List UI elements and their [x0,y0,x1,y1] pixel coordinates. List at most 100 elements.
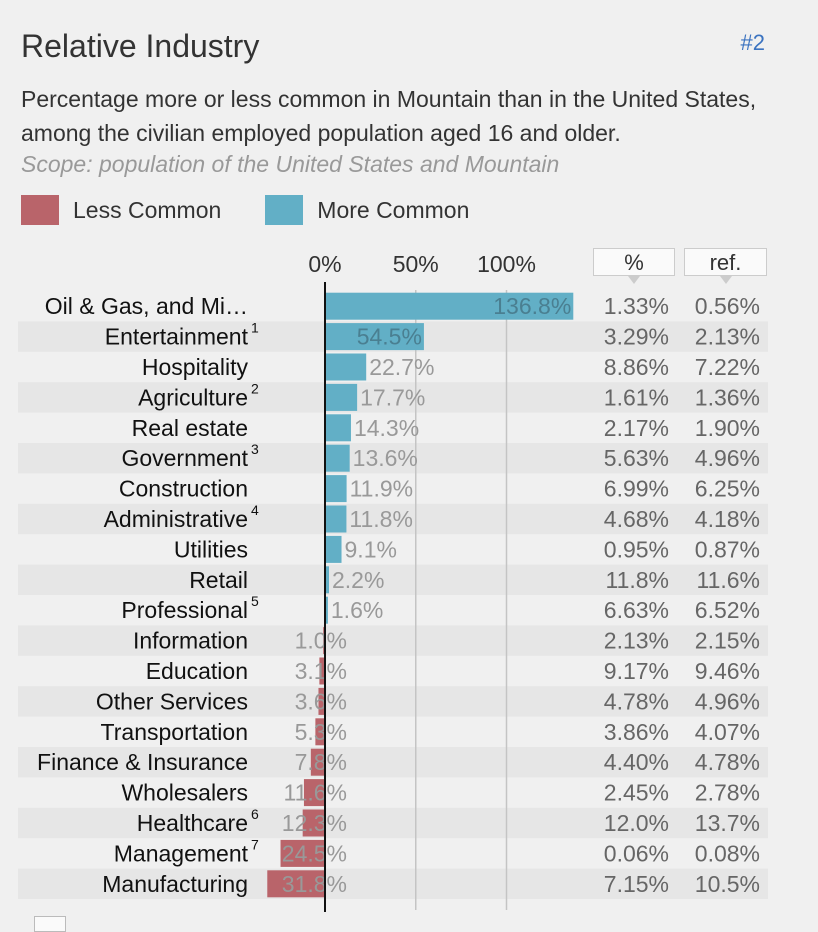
bar-value-label: 9.1% [345,536,397,562]
ref-column-sort-button[interactable]: ref. [684,248,767,284]
x-tick-label: 50% [393,251,439,277]
pct-value: 6.63% [604,597,669,623]
bar-value-label: 136.8% [493,293,571,319]
bar [325,292,574,320]
category-footnote: 3 [251,441,259,457]
category-label: Information [133,628,248,654]
row-stripe [18,686,768,717]
legend-label-more: More Common [317,196,470,223]
ref-value: 0.56% [695,293,760,319]
bar [318,687,325,715]
pct-value: 2.45% [604,780,669,806]
category-label: Healthcare [137,810,248,836]
legend-swatch-more [265,195,304,225]
bar-value-label: 3.6% [295,688,347,714]
category-label: Utilities [174,536,248,562]
category-label: Agriculture [138,384,248,410]
bar [325,475,347,503]
ref-value: 4.07% [695,719,760,745]
category-label: Hospitality [142,354,249,380]
ref-value: 4.18% [695,506,760,532]
pct-column-sort-button[interactable]: % [593,248,675,284]
category-label: Real estate [132,415,248,441]
row-stripe [18,443,768,474]
chart-description: Percentage more or less common in Mounta… [21,86,757,146]
bar-value-label: 11.6% [283,780,347,806]
ref-value: 10.5% [695,871,760,897]
pct-value: 3.86% [604,719,669,745]
bar [325,566,329,594]
bar-value-label: 54.5% [357,324,422,350]
bar-value-label: 12.3% [282,810,347,836]
pct-value: 4.78% [604,688,669,714]
bar-value-label: 7.8% [295,749,347,775]
pct-column-label: % [624,250,644,275]
bar-value-label: 13.6% [353,445,418,471]
ref-value: 4.96% [695,445,760,471]
ref-value: 6.52% [695,597,760,623]
bar [325,505,347,533]
pct-value: 5.63% [604,445,669,471]
bar [325,383,358,411]
bar [319,657,325,685]
bar [325,323,424,351]
bar-value-label: 3.1% [295,658,347,684]
category-label: Management [114,840,249,866]
category-label: Other Services [96,688,248,714]
row-stripe [18,382,768,413]
rank-link[interactable]: #2 [740,30,765,55]
bar-value-label: 24.5% [282,840,347,866]
pct-value: 0.06% [604,840,669,866]
ref-value: 4.78% [695,749,760,775]
pct-value: 1.61% [604,384,669,410]
ref-value: 13.7% [695,810,760,836]
ref-caret-icon [719,276,732,284]
bar [315,718,325,746]
pct-value: 8.86% [604,354,669,380]
ref-value: 9.46% [695,658,760,684]
x-tick-label: 100% [477,251,536,277]
category-label: Oil & Gas, and Mi… [45,293,248,319]
bar-value-label: 1.6% [331,597,383,623]
ref-value: 4.96% [695,688,760,714]
bar-value-label: 1.0% [295,628,347,654]
bar [303,779,325,807]
bar [310,748,325,776]
bar-value-label: 11.8% [349,506,413,532]
pct-value: 2.17% [604,415,669,441]
pct-value: 6.99% [604,476,669,502]
pct-value: 2.13% [604,628,669,654]
category-label: Wholesalers [121,780,248,806]
ref-value: 11.6% [696,567,760,593]
bar-value-label: 2.2% [332,567,384,593]
category-footnote: 2 [251,380,259,396]
pct-value: 3.29% [604,324,669,350]
category-footnote: 1 [251,320,259,336]
bar-value-label: 17.7% [360,384,425,410]
bar [280,839,325,867]
pct-caret-icon [628,276,640,284]
row-stripe [18,747,768,778]
pct-value: 4.40% [604,749,669,775]
footer-toggle[interactable] [34,916,66,932]
bar [325,414,351,442]
ref-value: 2.13% [695,324,760,350]
pct-value: 4.68% [604,506,669,532]
category-footnote: 7 [251,836,259,852]
ref-value: 0.87% [695,536,760,562]
category-label: Transportation [101,719,248,745]
row-stripe [18,807,768,839]
bar [267,870,325,898]
bar [302,809,325,837]
category-label: Finance & Insurance [37,749,248,775]
bar-value-label: 5.3% [295,719,347,745]
legend-swatch-less [21,195,59,225]
pct-value: 9.17% [604,658,669,684]
category-label: Administrative [104,506,248,532]
bar [325,596,328,624]
category-footnote: 6 [251,806,259,822]
category-label: Education [146,658,248,684]
legend-less: Less Common [21,195,221,225]
bar-value-label: 14.3% [354,415,419,441]
